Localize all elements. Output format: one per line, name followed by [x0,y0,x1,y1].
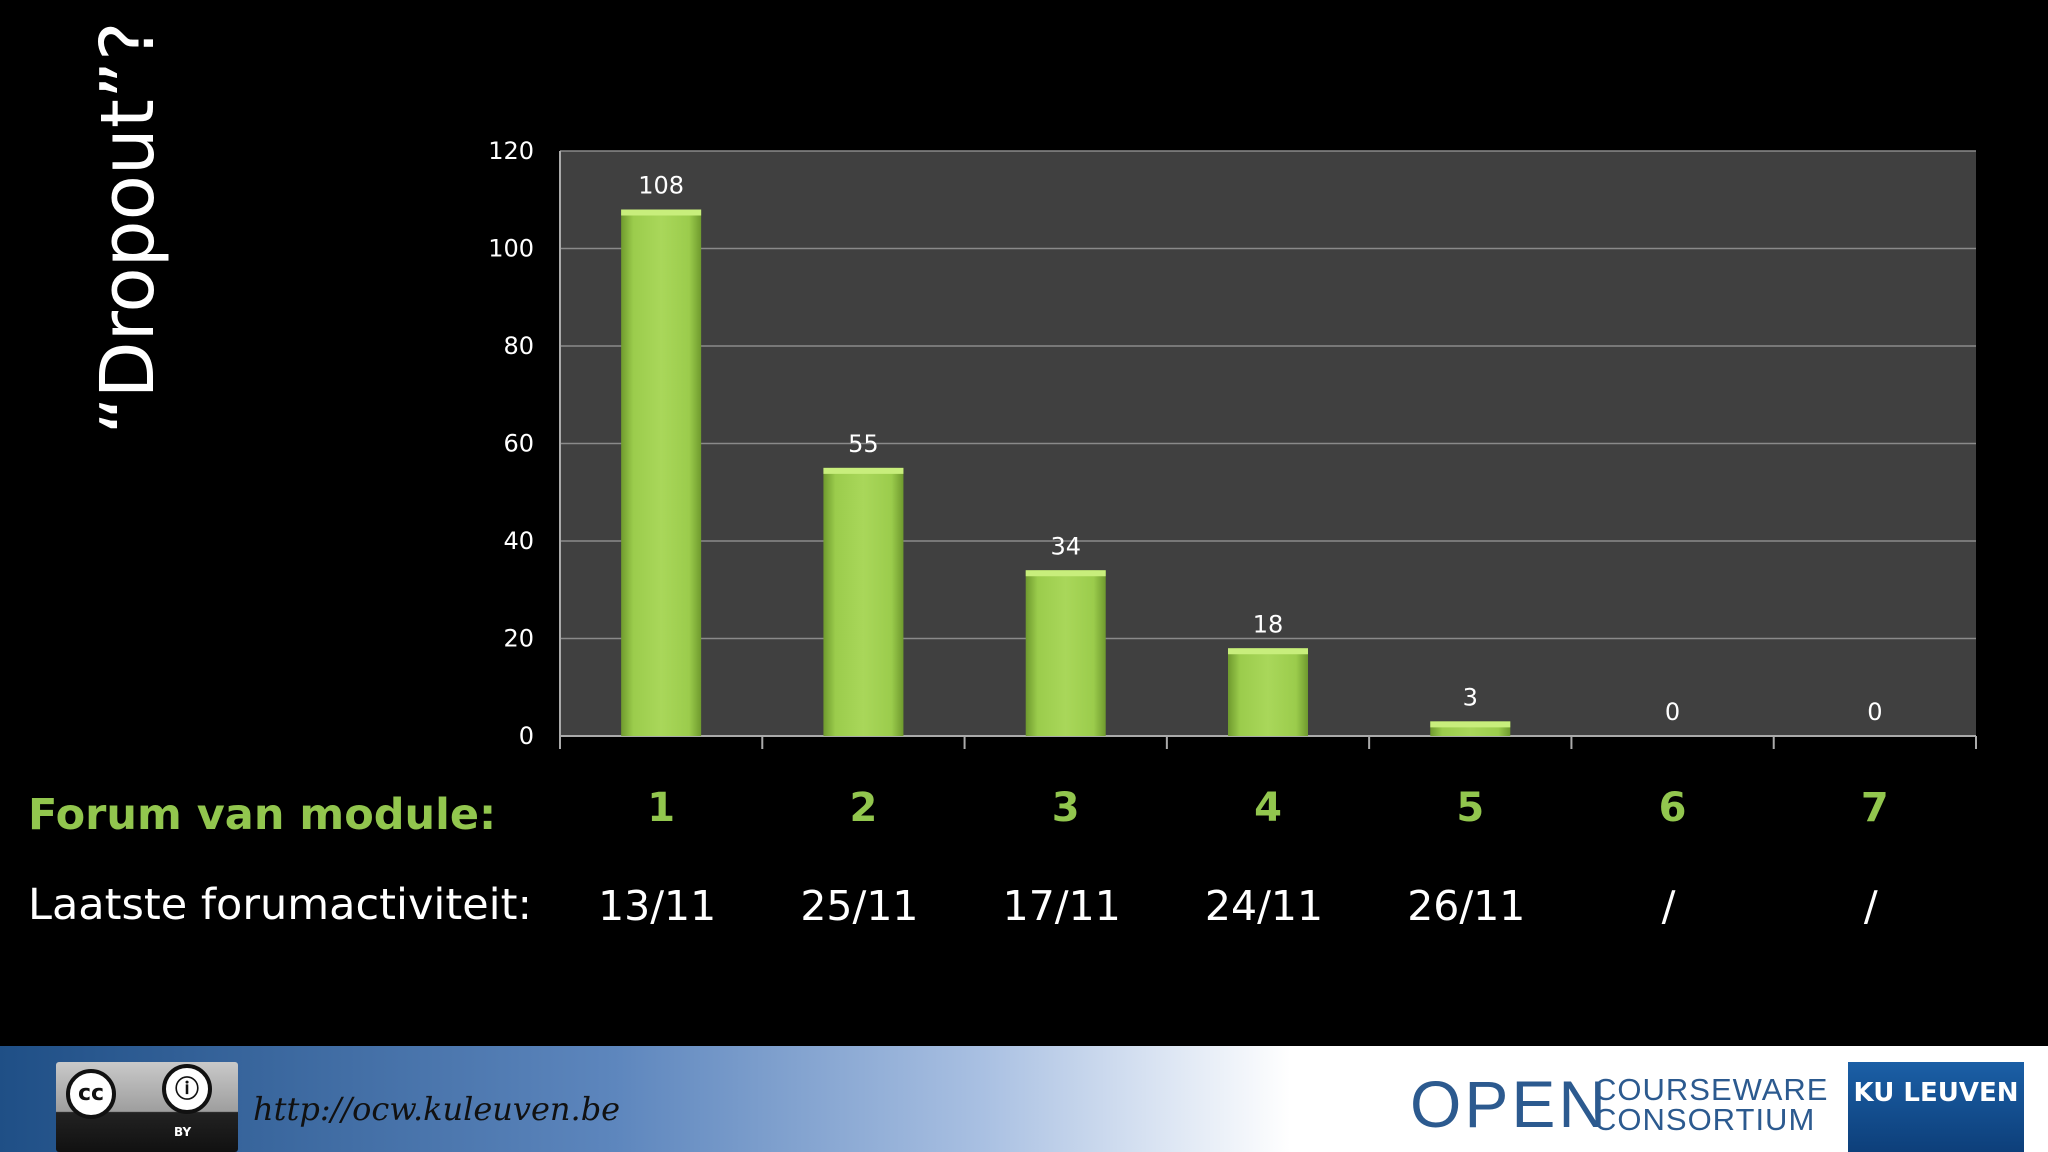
ocw-logo-consortium: CONSORTIUM [1594,1102,1816,1137]
bar [1228,648,1308,736]
ku-leuven-logo: KU LEUVEN [1848,1062,2024,1152]
last-activity-date: 25/11 [800,882,919,930]
bar [823,467,904,736]
last-activity-date: 26/11 [1407,882,1526,930]
data-label: 108 [638,172,684,200]
bar-top [1430,721,1511,728]
ocw-logo-courseware: COURSEWARE [1594,1072,1829,1107]
last-activity-date: 17/11 [1002,882,1121,930]
y-tick-label: 60 [503,430,534,458]
module-number: 3 [1051,785,1080,831]
last-activity-date: 13/11 [598,882,717,930]
data-label: 3 [1463,683,1478,711]
bar-top [621,209,702,216]
module-number: 5 [1456,785,1485,831]
y-tick-label: 80 [503,332,534,360]
data-label: 55 [848,430,879,458]
data-label: 18 [1253,610,1284,638]
cc-license-badge[interactable]: cc ⓘ BY [56,1062,238,1152]
module-number: 4 [1254,785,1282,831]
module-row-label: Forum van module: [28,790,497,840]
y-tick-label: 100 [488,235,534,263]
bar-top [1228,648,1308,655]
bar-top [823,467,904,474]
activity-row-label: Laatste forumactiviteit: [28,880,532,930]
last-activity-date: / [1661,882,1676,930]
ocw-logo-open: OPEN [1410,1067,1610,1141]
cc-icon: cc [66,1069,116,1119]
module-number: 1 [647,785,676,831]
bar [621,209,702,736]
bar-chart: 0 20 40 60 80 100 120 108 55 34 18 3 0 0 [488,137,1977,750]
module-number: 2 [849,785,878,831]
bar [1025,570,1106,736]
footer-url-link[interactable]: http://ocw.kuleuven.be [253,1090,621,1128]
data-label: 34 [1050,532,1081,560]
bar-top [1025,570,1106,577]
attribution-icon: ⓘ [162,1064,212,1114]
module-number: 6 [1658,785,1687,831]
data-label: 0 [1665,698,1680,726]
y-tick-label: 120 [488,137,534,165]
y-tick-label: 40 [503,527,534,555]
y-tick-label: 20 [503,625,534,653]
last-activity-date: / [1863,882,1878,930]
by-label: BY [174,1125,192,1139]
y-tick-label: 0 [519,722,534,750]
footer-bar: cc ⓘ BY http://ocw.kuleuven.be OPEN COUR… [0,1046,2048,1152]
last-activity-date: 24/11 [1204,882,1324,930]
module-number: 7 [1860,785,1889,831]
data-label: 0 [1867,698,1882,726]
